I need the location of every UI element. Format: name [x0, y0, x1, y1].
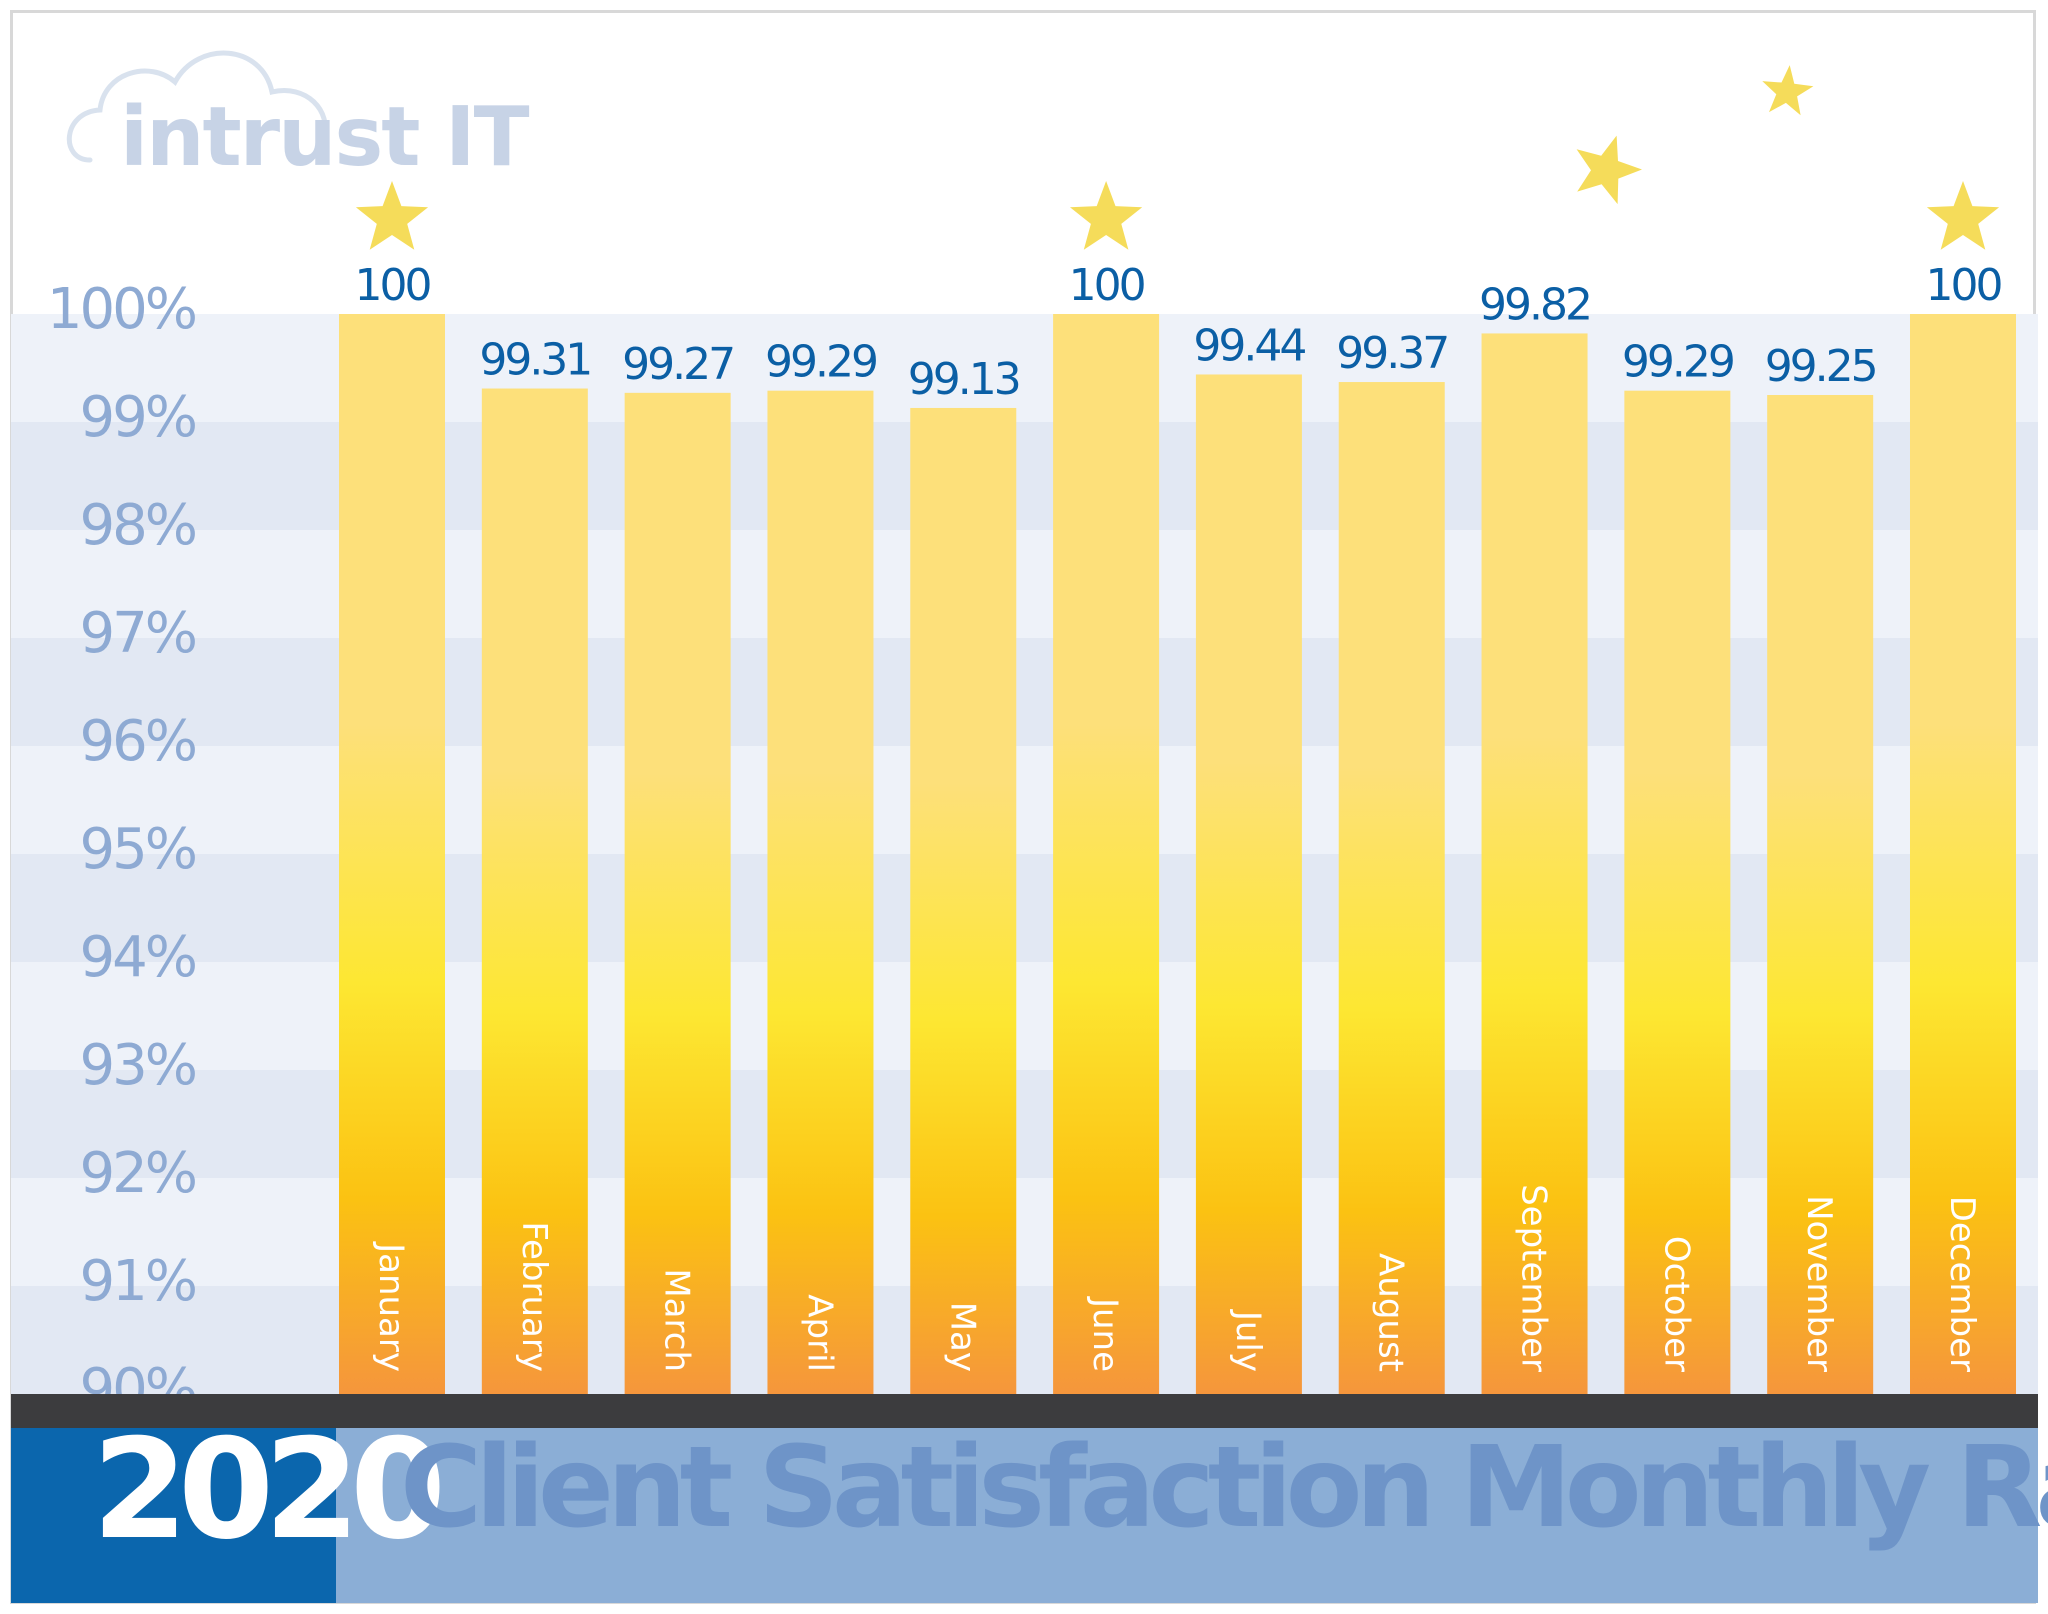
- data-label: 99.27: [622, 339, 733, 390]
- star-icon: [1762, 65, 1814, 116]
- data-label: 99.82: [1479, 279, 1590, 330]
- month-label: January: [371, 1241, 411, 1372]
- y-tick-label: 91%: [80, 1249, 196, 1314]
- month-labels: January February March April May June July Augu…: [371, 1184, 1982, 1372]
- chart-baseline: [11, 1394, 2038, 1428]
- grid-bands: [11, 314, 2038, 1394]
- grid-band: [11, 422, 2038, 530]
- month-label: April: [799, 1294, 839, 1372]
- bar: [624, 392, 731, 1395]
- value-labels: 100 99.31 99.27 99.29 99.13 100 99.44 99.37 99.8…: [355, 260, 2005, 405]
- bar: [1053, 314, 1160, 1394]
- month-label: July: [1228, 1309, 1268, 1372]
- grid-band: [11, 746, 2038, 854]
- y-tick-label: 97%: [80, 601, 196, 666]
- month-label: March: [657, 1268, 697, 1372]
- star-icon: [1070, 181, 1143, 250]
- data-label: 99.29: [1622, 337, 1733, 388]
- data-label: 100: [1069, 260, 1145, 311]
- bar: [1481, 333, 1588, 1395]
- bar: [767, 390, 874, 1394]
- title-block: [336, 1428, 2038, 1603]
- data-label: 99.37: [1336, 328, 1447, 379]
- y-tick-label: 99%: [80, 385, 196, 450]
- logo-text: intrust IT: [120, 90, 530, 185]
- footer-year: 2020: [92, 1409, 440, 1570]
- star-icon: [1926, 181, 2000, 250]
- bar: [1195, 374, 1302, 1395]
- star-icon: [355, 181, 429, 250]
- grid-band: [11, 1070, 2038, 1178]
- cloud-icon: [66, 50, 328, 163]
- y-tick-label: 93%: [80, 1033, 196, 1098]
- grid-band: [11, 962, 2038, 1070]
- month-label: May: [942, 1302, 982, 1372]
- data-label: 100: [1926, 260, 2002, 311]
- data-label: 99.29: [765, 337, 876, 388]
- grid-band: [11, 854, 2038, 962]
- footer-title: Client Satisfaction Monthly Rating: [400, 1423, 2048, 1553]
- bar: [1338, 382, 1445, 1394]
- bar: [1767, 395, 1874, 1394]
- bar: [481, 388, 588, 1394]
- bar: [910, 407, 1017, 1395]
- month-label: December: [1942, 1196, 1982, 1372]
- grid-band: [11, 1178, 2038, 1286]
- star-icon: [1576, 135, 1642, 205]
- grid-band: [11, 638, 2038, 746]
- y-tick-label: 98%: [80, 493, 196, 558]
- grid-band: [11, 314, 2038, 422]
- grid-band: [11, 1286, 2038, 1394]
- month-label: February: [514, 1221, 554, 1372]
- stars: [355, 65, 2000, 250]
- month-label: June: [1085, 1296, 1125, 1372]
- data-label: 99.31: [479, 335, 590, 386]
- bars: [339, 314, 2016, 1395]
- data-label: 100: [355, 260, 431, 311]
- data-label: 99.44: [1193, 320, 1305, 371]
- intrust-it-logo: intrust IT: [66, 50, 532, 185]
- year-block: [11, 1428, 336, 1603]
- grid-band: [11, 530, 2038, 638]
- y-tick-label: 100%: [47, 277, 196, 342]
- bar: [1910, 314, 2016, 1394]
- bar: [1624, 390, 1731, 1394]
- month-label: October: [1656, 1236, 1696, 1372]
- y-tick-label: 92%: [80, 1141, 196, 1206]
- y-tick-label: 94%: [80, 925, 196, 990]
- y-tick-label: 96%: [80, 709, 196, 774]
- y-tick-label: 95%: [80, 817, 196, 882]
- data-label: 99.25: [1765, 341, 1876, 392]
- month-label: August: [1371, 1253, 1411, 1372]
- month-label: November: [1799, 1195, 1839, 1372]
- month-label: September: [1514, 1184, 1554, 1372]
- data-label: 99.13: [908, 354, 1019, 405]
- bar: [339, 314, 445, 1394]
